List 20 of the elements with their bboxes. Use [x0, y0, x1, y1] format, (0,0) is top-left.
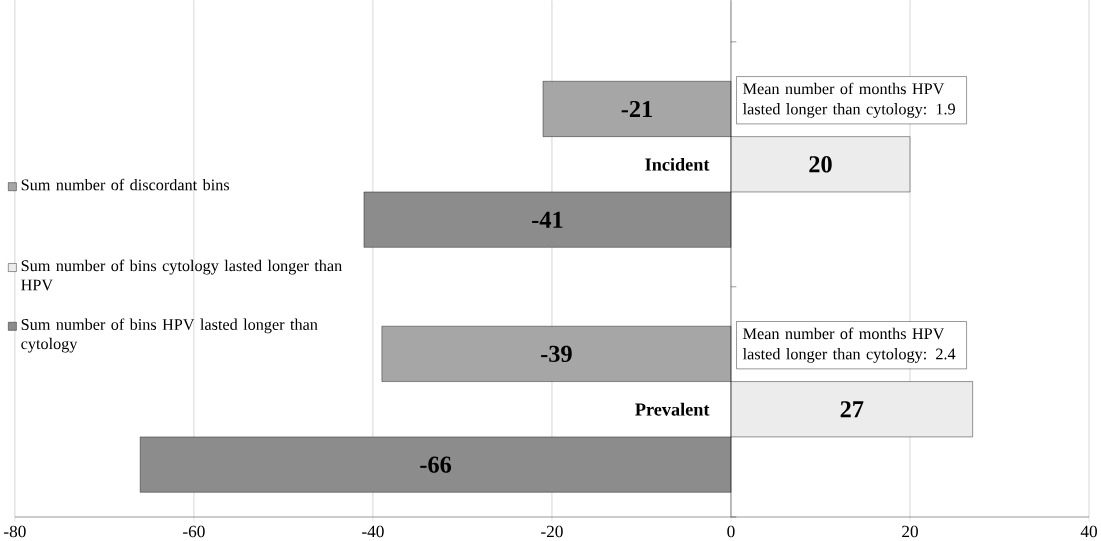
annotation: Mean number of months HPV lasted longer than cytology: 1.9: [742, 82, 955, 119]
y-tick-label: Incident: [645, 158, 710, 171]
data-label: -66: [420, 456, 452, 473]
x-tick-label: -80: [4, 525, 26, 538]
x-tick-label: 40: [1080, 525, 1097, 538]
x-tick-label: 0: [727, 525, 735, 538]
annotation: Mean number of months HPV lasted longer than cytology: 2.4: [742, 327, 956, 363]
legend-label: Sum number of bins HPV lasted longer than cytology: [21, 318, 318, 353]
data-label: -39: [541, 345, 572, 363]
x-tick-label: -20: [541, 525, 563, 538]
y-tick-label: Prevalent: [635, 402, 710, 416]
x-tick-label: -40: [362, 525, 384, 538]
data-label: 20: [809, 156, 832, 173]
x-tick-label: 20: [902, 525, 918, 538]
data-label: 27: [840, 401, 864, 418]
data-label: -21: [621, 101, 652, 118]
x-tick-label: -60: [183, 525, 205, 538]
legend-label: Sum number of bins cytology lasted longer than HPV: [21, 259, 342, 291]
data-label: -41: [532, 211, 563, 228]
legend-label: Sum number of discordant bins: [21, 178, 230, 191]
